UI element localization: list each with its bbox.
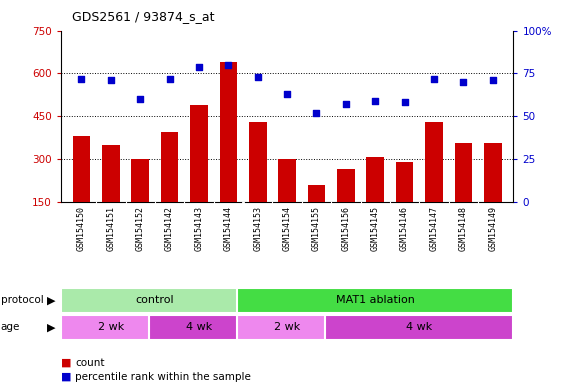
Bar [249,122,267,202]
Point [194,63,204,70]
Text: 2 wk: 2 wk [274,322,300,333]
Point [341,101,350,107]
Bar [132,159,149,202]
Text: ▶: ▶ [47,295,55,306]
Text: ▶: ▶ [47,322,55,333]
Text: GSM154147: GSM154147 [429,206,438,251]
Bar [325,315,513,340]
Bar [237,315,337,340]
Bar [425,122,443,202]
Bar [220,62,237,202]
Text: GSM154154: GSM154154 [282,206,292,251]
Text: GSM154148: GSM154148 [459,206,468,251]
Text: percentile rank within the sample: percentile rank within the sample [75,372,251,382]
Text: GSM154143: GSM154143 [194,206,204,251]
Text: GSM154145: GSM154145 [371,206,380,251]
Text: count: count [75,358,105,368]
Point [371,98,380,104]
Text: 4 wk: 4 wk [186,322,212,333]
Point [253,74,262,80]
Text: ■: ■ [61,372,71,382]
Text: GSM154153: GSM154153 [253,206,262,251]
Point [488,77,498,83]
Text: control: control [136,295,174,306]
Bar [190,105,208,202]
Point [77,76,86,82]
Text: GSM154156: GSM154156 [342,206,350,251]
Bar [237,288,513,313]
Text: GSM154151: GSM154151 [106,206,115,251]
Text: GSM154142: GSM154142 [165,206,174,251]
Text: 2 wk: 2 wk [97,322,124,333]
Point [459,79,468,85]
Bar [307,185,325,202]
Point [165,76,174,82]
Bar [337,169,354,202]
Text: 4 wk: 4 wk [406,322,433,333]
Text: GSM154149: GSM154149 [488,206,497,251]
Bar [161,132,179,202]
Text: GSM154146: GSM154146 [400,206,409,251]
Point [136,96,145,102]
Bar [455,143,472,202]
Text: GSM154152: GSM154152 [136,206,145,251]
Bar [61,315,161,340]
Point [106,77,115,83]
Text: GSM154150: GSM154150 [77,206,86,251]
Point [224,62,233,68]
Point [400,99,409,106]
Bar [278,159,296,202]
Text: protocol: protocol [1,295,43,306]
Bar [367,157,384,202]
Text: GDS2561 / 93874_s_at: GDS2561 / 93874_s_at [72,10,215,23]
Text: MAT1 ablation: MAT1 ablation [336,295,415,306]
Text: GSM154144: GSM154144 [224,206,233,251]
Bar [72,136,90,202]
Bar [61,288,249,313]
Text: GSM154155: GSM154155 [312,206,321,251]
Point [429,76,438,82]
Text: age: age [1,322,20,333]
Bar [484,143,502,202]
Point [312,110,321,116]
Bar [102,145,119,202]
Point [282,91,292,97]
Bar [396,162,414,202]
Text: ■: ■ [61,358,71,368]
Bar [149,315,249,340]
